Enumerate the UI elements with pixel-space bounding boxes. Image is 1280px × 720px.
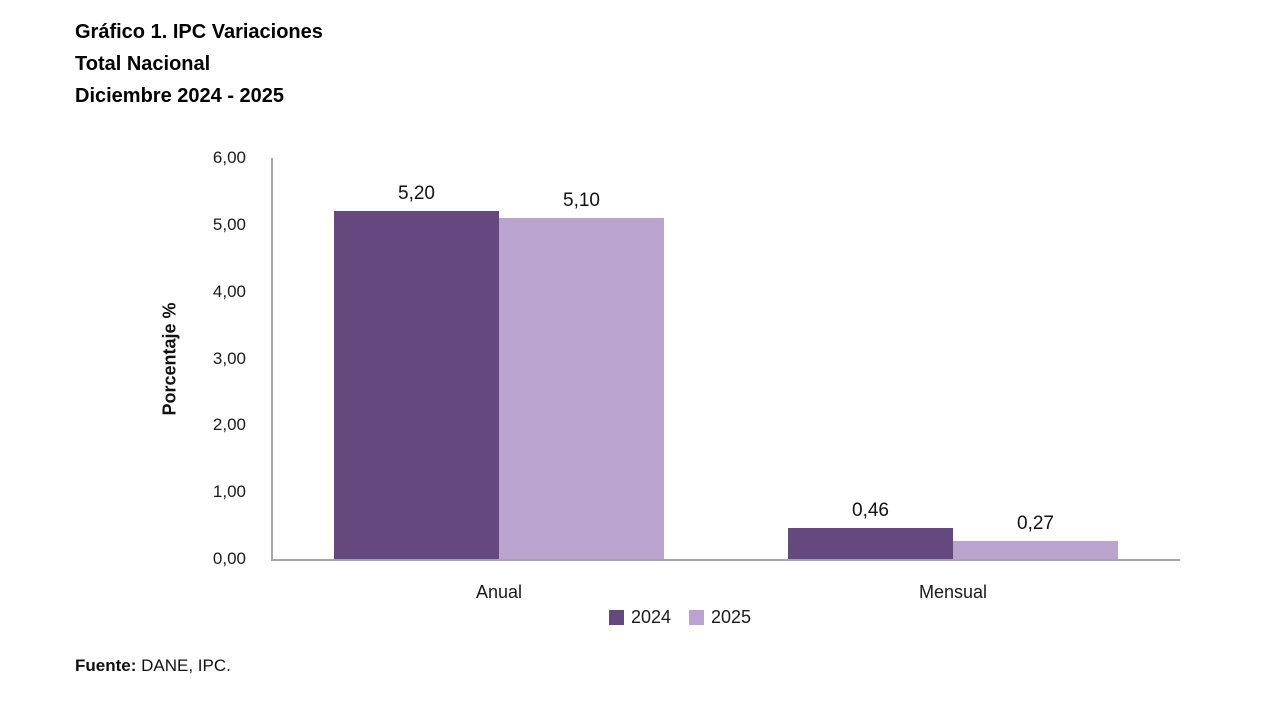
bar-value-label: 0,27 — [1017, 513, 1054, 534]
legend-swatch-icon — [689, 610, 704, 625]
source-note: Fuente: DANE, IPC. — [75, 656, 231, 676]
legend-swatch-icon — [608, 610, 624, 625]
y-axis-line — [271, 158, 273, 561]
chart-title-line-1: Gráfico 1. IPC Variaciones — [75, 21, 323, 43]
y-tick-label: 5,00 — [212, 214, 246, 234]
legend-item-2025: 2025 — [689, 607, 751, 628]
bar-value-label: 5,20 — [398, 183, 435, 204]
chart-title: Gráfico 1. IPC Variaciones Total Naciona… — [75, 16, 323, 112]
category-label-mensual: Mensual — [918, 582, 988, 602]
chart-title-line-2: Total Nacional — [75, 53, 211, 75]
legend-label: 2025 — [711, 607, 752, 627]
bar-2024-anual — [334, 211, 499, 559]
bar-value-label: 5,10 — [563, 190, 600, 211]
bar-2025-mensual — [953, 541, 1118, 559]
category-label-anual: Anual — [475, 582, 523, 602]
bar-2024-mensual — [788, 528, 953, 559]
legend: 2024 2025 — [160, 607, 1200, 628]
y-tick-label: 0,00 — [212, 549, 246, 568]
chart-title-line-3: Diciembre 2024 - 2025 — [75, 85, 285, 107]
bar-2025-anual — [499, 218, 664, 559]
source-text: DANE, IPC. — [136, 656, 231, 675]
x-axis-line — [271, 559, 1180, 561]
y-tick-label: 6,00 — [212, 148, 246, 167]
y-tick-label: 3,00 — [212, 348, 246, 368]
y-tick-label: 2,00 — [212, 415, 246, 435]
bar-value-label: 0,46 — [852, 500, 889, 521]
source-label: Fuente: — [75, 656, 137, 675]
y-tick-label: 1,00 — [212, 482, 246, 502]
y-tick-label: 4,00 — [212, 281, 246, 301]
legend-label: 2024 — [630, 607, 671, 627]
legend-item-2024: 2024 — [608, 607, 671, 628]
